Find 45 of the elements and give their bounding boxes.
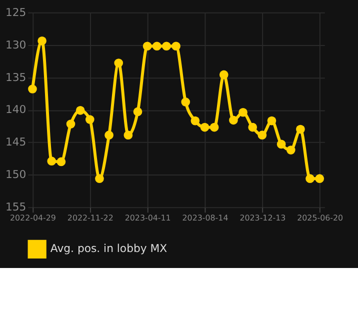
point [229, 116, 238, 125]
point [172, 42, 180, 51]
point [258, 130, 267, 140]
point [238, 108, 248, 117]
x-tick-label: 2022-04-29 [10, 214, 56, 223]
y-tick-label: 155 [5, 200, 26, 214]
point [190, 116, 200, 126]
point [200, 122, 210, 132]
y-tick-label: 145 [5, 136, 26, 149]
point [28, 84, 37, 94]
point [95, 174, 104, 184]
point [219, 70, 228, 80]
point [315, 174, 324, 184]
x-tick-label: 2023-08-14 [182, 214, 228, 223]
y-tick-label: 130 [5, 38, 26, 52]
point [306, 174, 314, 184]
point [296, 124, 305, 134]
point [181, 98, 190, 106]
point [267, 116, 276, 126]
point [38, 36, 46, 46]
y-tick-label: 125 [5, 6, 26, 19]
point [66, 120, 76, 128]
y-tick-label: 140 [5, 103, 26, 116]
point [152, 42, 162, 51]
point [276, 140, 286, 149]
x-tick-label: 2023-12-13 [240, 214, 286, 223]
point [114, 58, 124, 68]
point [133, 107, 142, 116]
y-tick-label: 135 [5, 70, 26, 84]
point [210, 122, 219, 132]
legend-label: Avg. pos. in lobby MX [50, 242, 168, 256]
x-tick-label: 2023-04-11 [124, 214, 171, 223]
point [248, 122, 258, 132]
x-tick-label: 2025-06-20 [297, 214, 344, 223]
point [47, 156, 56, 166]
point [142, 42, 152, 51]
point [286, 146, 296, 154]
y-tick-label: 150 [5, 168, 26, 182]
point [76, 106, 85, 115]
point [56, 157, 66, 166]
point [104, 130, 114, 140]
point [85, 115, 94, 124]
point [162, 42, 171, 51]
x-tick-label: 2022-11-22 [67, 214, 114, 223]
point [124, 130, 133, 140]
